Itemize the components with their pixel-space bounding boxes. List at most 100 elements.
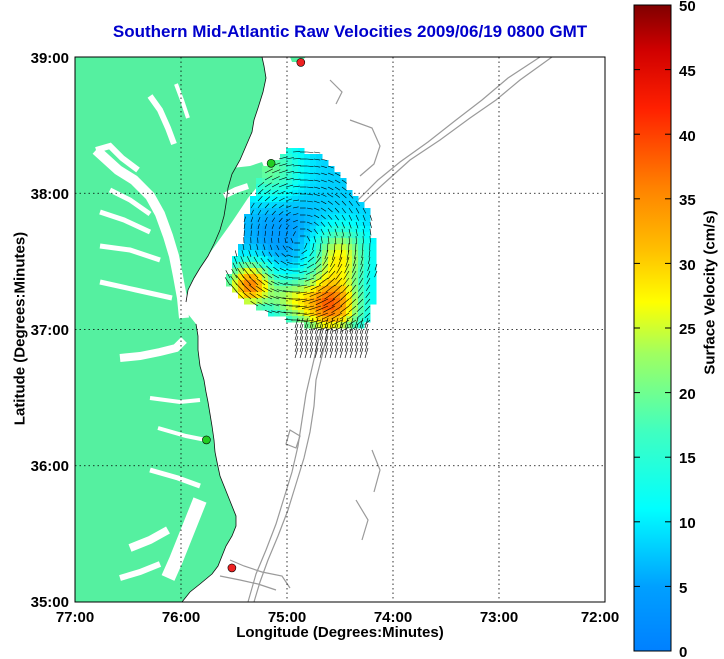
velocity-vector [327, 165, 334, 169]
velocity-vector [349, 291, 357, 300]
velocity-vector [285, 157, 294, 160]
velocity-vector [278, 275, 287, 279]
velocity-vector [333, 284, 343, 293]
velocity-cell [262, 298, 269, 305]
velocity-vector [267, 258, 273, 265]
velocity-vector [306, 179, 314, 182]
velocity-cell [364, 268, 371, 275]
velocity-cell [280, 250, 287, 257]
velocity-vector [349, 329, 354, 341]
velocity-cell [328, 226, 335, 233]
velocity-vector [327, 221, 332, 228]
velocity-cell [268, 202, 275, 209]
velocity-cell [352, 304, 359, 311]
velocity-cell [298, 274, 305, 281]
velocity-vector [278, 237, 280, 244]
velocity-cell [322, 172, 329, 179]
velocity-cell [262, 286, 269, 293]
velocity-cell [310, 208, 317, 215]
velocity-vector [365, 291, 371, 298]
velocity-vector [285, 276, 294, 279]
velocity-vector [257, 216, 261, 223]
velocity-vector [309, 347, 314, 359]
velocity-cell [364, 256, 371, 263]
velocity-vector [266, 265, 273, 272]
velocity-vector [243, 268, 252, 279]
velocity-cell [286, 160, 293, 167]
velocity-vector [341, 200, 347, 206]
velocity-cell [250, 268, 257, 275]
velocity-cell [322, 274, 329, 281]
velocity-vector [339, 323, 344, 335]
velocity-cell [304, 262, 311, 269]
velocity-vector [248, 284, 259, 293]
velocity-cell [298, 214, 305, 221]
velocity-vector [299, 329, 304, 341]
colorbar-tick-labels: 50 45 40 35 30 25 20 15 10 5 0 [679, 0, 696, 659]
velocity-cell [316, 226, 323, 233]
velocity-vector [327, 186, 334, 191]
velocity-cell [328, 202, 335, 209]
velocity-vector [264, 237, 266, 244]
velocity-cell [286, 292, 293, 299]
velocity-cell [262, 220, 269, 227]
velocity-cell [310, 274, 317, 281]
velocity-cell [370, 250, 377, 257]
velocity-vector [276, 296, 287, 300]
velocity-cell [274, 280, 281, 287]
velocity-cell [322, 184, 329, 191]
velocity-vector [334, 179, 341, 184]
velocity-cell [298, 262, 305, 269]
velocity-cell [352, 202, 359, 209]
velocity-cell [286, 202, 293, 209]
velocity-vector [313, 186, 320, 189]
velocity-cell [322, 232, 329, 239]
velocity-vector [317, 284, 329, 292]
velocity-cell [274, 214, 281, 221]
velocity-cell [352, 268, 359, 275]
velocity-vector [288, 246, 294, 251]
velocity-cell [358, 256, 365, 263]
velocity-vector [271, 169, 281, 174]
velocity-vector [234, 250, 238, 258]
velocity-cell [340, 232, 347, 239]
velocity-vector [263, 279, 273, 286]
velocity-vector [292, 219, 299, 223]
velocity-cell [322, 160, 329, 167]
velocity-vector [359, 341, 364, 353]
velocity-vector [339, 312, 350, 320]
velocity-cell [238, 262, 245, 269]
velocity-cell [358, 280, 365, 287]
velocity-cell [304, 286, 311, 293]
velocity-cell [346, 208, 353, 215]
velocity-cell [322, 250, 329, 257]
velocity-cell [274, 226, 281, 233]
velocity-cell [286, 250, 293, 257]
velocity-vector [314, 335, 319, 347]
velocity-vector [278, 224, 282, 230]
velocity-vector [270, 288, 280, 293]
velocity-vector [276, 303, 287, 307]
x-tick-label: 76:00 [162, 609, 200, 626]
velocity-cell [292, 304, 299, 311]
velocity-vector [355, 235, 357, 244]
velocity-vector [334, 207, 340, 213]
velocity-cell [286, 214, 293, 221]
velocity-vector [269, 295, 280, 300]
velocity-vector [362, 214, 366, 221]
velocity-cell [310, 280, 317, 287]
velocity-vector [242, 291, 252, 300]
velocity-cell [244, 286, 251, 293]
velocity-cell [328, 268, 335, 275]
velocity-vector [313, 193, 320, 197]
velocity-cell [280, 310, 287, 317]
velocity-cell [328, 280, 335, 287]
velocity-vector [348, 305, 357, 313]
velocity-cell [256, 178, 263, 185]
velocity-vector [278, 197, 285, 202]
velocity-cell [322, 166, 329, 173]
velocity-vector [334, 341, 339, 353]
velocity-vector [302, 298, 315, 303]
velocity-vector [327, 200, 333, 205]
